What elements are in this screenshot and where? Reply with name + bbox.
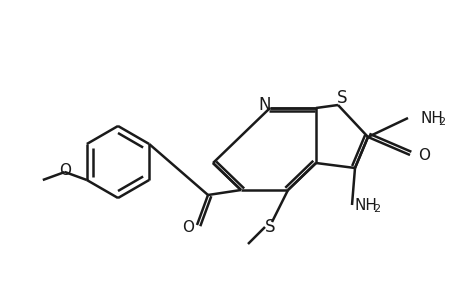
Text: O: O (59, 163, 71, 178)
Text: 2: 2 (437, 117, 444, 127)
Text: 2: 2 (372, 204, 379, 214)
Text: NH: NH (354, 197, 377, 212)
Text: NH: NH (420, 110, 443, 125)
Text: O: O (182, 220, 194, 235)
Text: S: S (336, 89, 347, 107)
Text: S: S (264, 218, 274, 236)
Text: N: N (258, 96, 271, 114)
Text: O: O (417, 148, 429, 163)
